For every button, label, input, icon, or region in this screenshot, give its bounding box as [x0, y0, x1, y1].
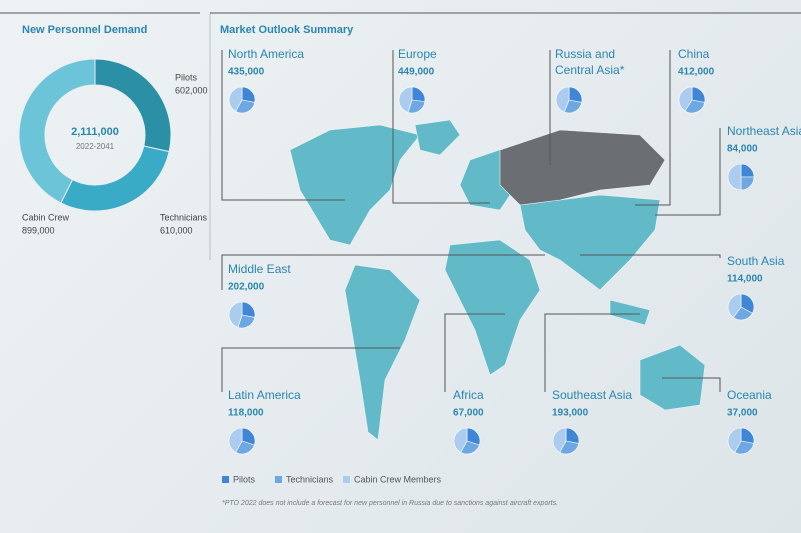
- legend-label: Cabin Crew Members: [354, 474, 442, 484]
- connector: [221, 254, 545, 290]
- connector: [580, 254, 721, 258]
- region-name: Middle East: [228, 262, 291, 276]
- region-name: Africa: [453, 388, 484, 402]
- mini-pie-slice: [228, 86, 243, 112]
- russia: [499, 129, 666, 206]
- region-value: 449,000: [398, 67, 435, 78]
- mini-pie-slice: [241, 427, 256, 446]
- region-name: Oceania: [727, 388, 772, 402]
- region-name: Southeast Asia: [552, 388, 632, 402]
- map-title: Market Outlook Summary: [220, 24, 354, 36]
- map: [289, 119, 706, 441]
- connector: [221, 50, 345, 201]
- donut-subtitle: 2022-2041: [76, 142, 115, 151]
- legend-swatch: [222, 476, 229, 483]
- region-value: 435,000: [228, 67, 265, 78]
- connector: [221, 347, 400, 392]
- mini-pie-slice: [678, 86, 693, 112]
- legend-label: Pilots: [233, 474, 256, 484]
- region-value: 37,000: [727, 408, 758, 419]
- mini-pie-slice: [727, 427, 742, 453]
- segment-label: Technicians: [160, 212, 208, 222]
- connector: [662, 377, 721, 392]
- legend-swatch: [275, 476, 282, 483]
- land: [289, 124, 421, 246]
- connectors: [221, 50, 721, 392]
- connector: [655, 128, 721, 216]
- mini-pie-slice: [740, 176, 755, 191]
- segment-label: Pilots: [175, 72, 198, 82]
- mini-pie-slice: [740, 163, 755, 178]
- segment-value: 602,000: [175, 85, 208, 95]
- region-name: North America: [228, 47, 304, 61]
- region-name: China: [678, 47, 710, 61]
- donut-segment: [18, 58, 96, 204]
- segment-value: 610,000: [160, 225, 193, 235]
- segment-label: Cabin Crew: [22, 212, 70, 222]
- region-name: Russia and Central Asia*: [555, 47, 625, 77]
- legend-label: Technicians: [286, 474, 334, 484]
- region-value: 412,000: [678, 67, 715, 78]
- land: [344, 264, 421, 441]
- land: [444, 239, 541, 376]
- mini-pie-slice: [398, 86, 413, 113]
- region-name: Europe: [398, 47, 437, 61]
- region-name: South Asia: [727, 254, 785, 268]
- region-value: 118,000: [228, 408, 264, 419]
- mini-pie-slice: [555, 86, 570, 113]
- connector: [444, 313, 505, 392]
- connector: [635, 50, 671, 206]
- mini-pie-slice: [228, 301, 243, 328]
- region-value: 202,000: [228, 282, 265, 293]
- mini-pie-slice: [411, 86, 426, 102]
- land: [414, 119, 461, 156]
- legend-swatch: [343, 476, 350, 483]
- connector: [392, 50, 490, 204]
- segment-value: 899,000: [22, 225, 55, 235]
- mini-pie-slice: [727, 293, 742, 318]
- region-name: Latin America: [228, 388, 301, 402]
- land: [519, 194, 661, 291]
- donut-total: 2,111,000: [71, 126, 119, 138]
- region-value: 114,000: [727, 274, 763, 285]
- region-value: 67,000: [453, 408, 484, 419]
- donut-title: New Personnel Demand: [22, 24, 147, 36]
- region-value: 84,000: [727, 144, 758, 155]
- region-name: Northeast Asia: [727, 124, 801, 138]
- mini-pie-slice: [552, 427, 567, 453]
- mini-pie-slice: [453, 427, 468, 453]
- donut-segment: [60, 145, 170, 212]
- footnote: *PTO 2022 does not include a forecast fo…: [222, 500, 558, 507]
- mini-pie-slice: [228, 427, 243, 453]
- land: [609, 299, 651, 326]
- mini-pie-slice: [727, 163, 742, 191]
- mini-pie-slice: [466, 427, 481, 446]
- connector: [544, 313, 640, 392]
- region-value: 193,000: [552, 408, 589, 419]
